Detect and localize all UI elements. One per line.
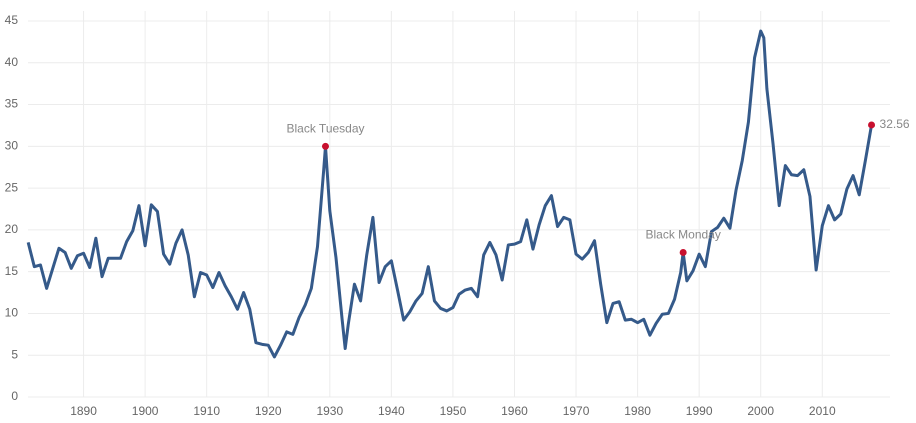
annotation-dot xyxy=(321,142,329,150)
y-tick-label: 45 xyxy=(5,13,19,27)
x-tick-label: 1980 xyxy=(624,404,651,418)
annotation-dot xyxy=(679,248,687,256)
x-tick-label: 1910 xyxy=(193,404,220,418)
x-tick-label: 1940 xyxy=(378,404,405,418)
x-tick-label: 2000 xyxy=(747,404,774,418)
x-tick-label: 1960 xyxy=(501,404,528,418)
x-tick-label: 1990 xyxy=(686,404,713,418)
y-tick-label: 10 xyxy=(5,306,19,320)
y-tick-label: 40 xyxy=(5,55,19,69)
y-tick-label: 0 xyxy=(11,389,18,403)
line-series xyxy=(26,29,874,359)
x-tick-label: 1930 xyxy=(316,404,343,418)
y-tick-label: 20 xyxy=(5,222,19,236)
y-tick-label: 30 xyxy=(5,139,19,153)
annotation-label: Black Monday xyxy=(645,228,720,242)
x-tick-label: 1890 xyxy=(70,404,97,418)
x-tick-label: 1920 xyxy=(255,404,282,418)
y-tick-label: 5 xyxy=(11,347,18,361)
y-tick-label: 25 xyxy=(5,180,19,194)
y-tick-label: 35 xyxy=(5,97,19,111)
annotation-label: 32.56 xyxy=(880,117,910,131)
x-tick-label: 1950 xyxy=(440,404,467,418)
x-tick-label: 2010 xyxy=(809,404,836,418)
annotation-dot xyxy=(868,121,876,129)
y-tick-label: 15 xyxy=(5,264,19,278)
x-tick-label: 1970 xyxy=(563,404,590,418)
x-tick-label: 1900 xyxy=(132,404,159,418)
annotation-label: Black Tuesday xyxy=(286,122,364,136)
